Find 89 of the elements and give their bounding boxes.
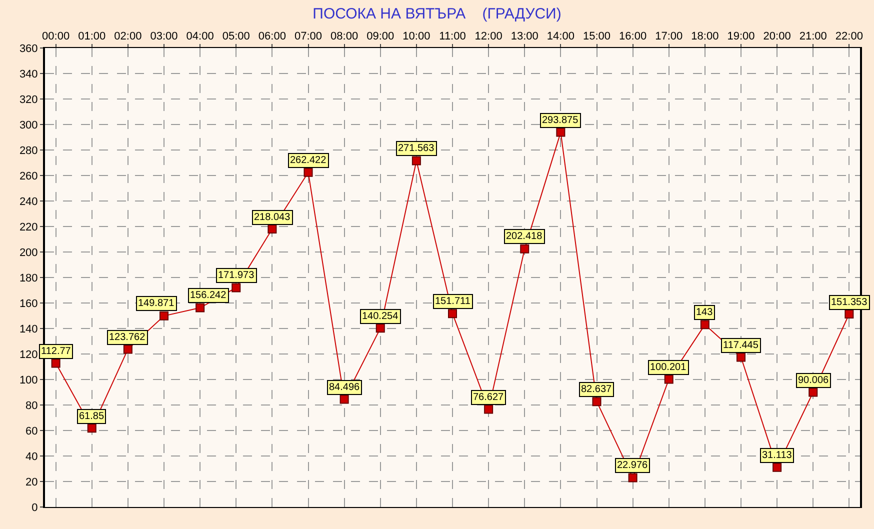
point — [448, 309, 457, 318]
data-label: 271.563 — [398, 143, 435, 154]
y-tick-label: 280 — [19, 144, 38, 157]
y-tick-label: 160 — [19, 298, 38, 310]
point — [412, 156, 421, 166]
x-tick-label: 18:00 — [691, 30, 719, 43]
point — [520, 244, 530, 254]
y-tick-label: 0 — [32, 502, 38, 514]
data-label: 149.871 — [138, 298, 175, 309]
y-tick-label: 100 — [19, 374, 38, 386]
x-tick-label: 15:00 — [582, 30, 611, 43]
point — [268, 224, 277, 234]
point — [232, 283, 241, 292]
x-tick-label: 16:00 — [619, 30, 647, 43]
x-tick-label: 13:00 — [510, 30, 538, 43]
x-tick-label: 00:00 — [42, 30, 70, 43]
x-tick-label: 10:00 — [402, 30, 430, 43]
x-tick-label: 20:00 — [763, 30, 791, 43]
x-tick-label: 21:00 — [799, 30, 827, 43]
point — [664, 374, 674, 384]
point — [844, 310, 854, 319]
x-tick-label: 19:00 — [727, 30, 755, 43]
y-tick-label: 60 — [26, 425, 38, 438]
data-label: 123.762 — [109, 332, 146, 343]
point — [160, 311, 168, 320]
x-tick-label: 09:00 — [366, 30, 394, 43]
x-tick-label: 14:00 — [546, 30, 574, 43]
data-label: 84.496 — [329, 382, 360, 393]
data-label: 293.875 — [542, 115, 579, 126]
x-tick-label: 12:00 — [474, 30, 502, 43]
data-label: 156.242 — [190, 290, 227, 301]
data-label: 100.201 — [650, 362, 687, 373]
y-tick-label: 220 — [19, 221, 38, 234]
x-tick-label: 04:00 — [186, 30, 214, 43]
point — [736, 352, 746, 362]
point — [484, 404, 494, 414]
y-tick-label: 20 — [26, 476, 38, 488]
chart-title: ПОСОКА НА ВЯТЪРА (ГРАДУСИ) — [312, 5, 562, 22]
y-tick-label: 240 — [19, 196, 38, 208]
data-label: 202.418 — [506, 231, 543, 242]
data-label: 112.77 — [41, 346, 72, 357]
data-label: 117.445 — [723, 340, 759, 351]
point — [340, 394, 349, 404]
point — [592, 397, 602, 406]
y-tick-label: 340 — [19, 68, 38, 80]
x-tick-label: 17:00 — [655, 30, 683, 43]
data-label: 151.353 — [831, 297, 868, 308]
x-tick-label: 07:00 — [294, 30, 322, 43]
data-label: 171.973 — [218, 270, 255, 281]
x-tick-label: 06:00 — [258, 30, 286, 43]
y-tick-label: 40 — [26, 450, 38, 463]
x-tick-label: 05:00 — [222, 30, 250, 43]
data-label: 140.254 — [362, 311, 399, 322]
data-label: 151.711 — [435, 296, 471, 307]
x-tick-label: 03:00 — [150, 30, 178, 43]
data-label: 218.043 — [254, 212, 291, 223]
x-tick-label: 02:00 — [114, 30, 142, 43]
y-tick-label: 140 — [19, 323, 38, 336]
data-label: 143 — [696, 307, 714, 318]
data-label: 31.113 — [762, 450, 792, 461]
point — [376, 324, 385, 333]
point — [628, 473, 638, 482]
y-tick-label: 360 — [19, 42, 38, 55]
point — [123, 344, 132, 354]
point — [808, 388, 818, 397]
x-tick-label: 01:00 — [78, 30, 106, 43]
point — [700, 320, 710, 330]
x-tick-label: 11:00 — [439, 30, 466, 43]
point — [196, 303, 205, 312]
data-label: 262.422 — [290, 155, 327, 166]
y-tick-label: 120 — [19, 348, 38, 361]
y-tick-label: 300 — [19, 119, 38, 132]
point — [51, 358, 60, 368]
point — [304, 168, 313, 177]
y-tick-label: 180 — [19, 272, 38, 284]
point — [772, 462, 782, 472]
y-tick-label: 320 — [19, 94, 38, 106]
data-label: 76.627 — [473, 392, 504, 403]
data-label: 61.85 — [79, 411, 104, 422]
y-tick-label: 260 — [19, 170, 38, 182]
y-tick-label: 200 — [19, 246, 38, 259]
point — [87, 424, 96, 433]
data-label: 22.976 — [617, 460, 648, 471]
x-tick-label: 08:00 — [330, 30, 358, 43]
data-label: 82.637 — [581, 384, 612, 395]
point — [556, 128, 566, 137]
data-label: 90.006 — [798, 375, 830, 386]
y-tick-label: 80 — [26, 400, 38, 412]
x-tick-label: 22:00 — [835, 30, 863, 43]
